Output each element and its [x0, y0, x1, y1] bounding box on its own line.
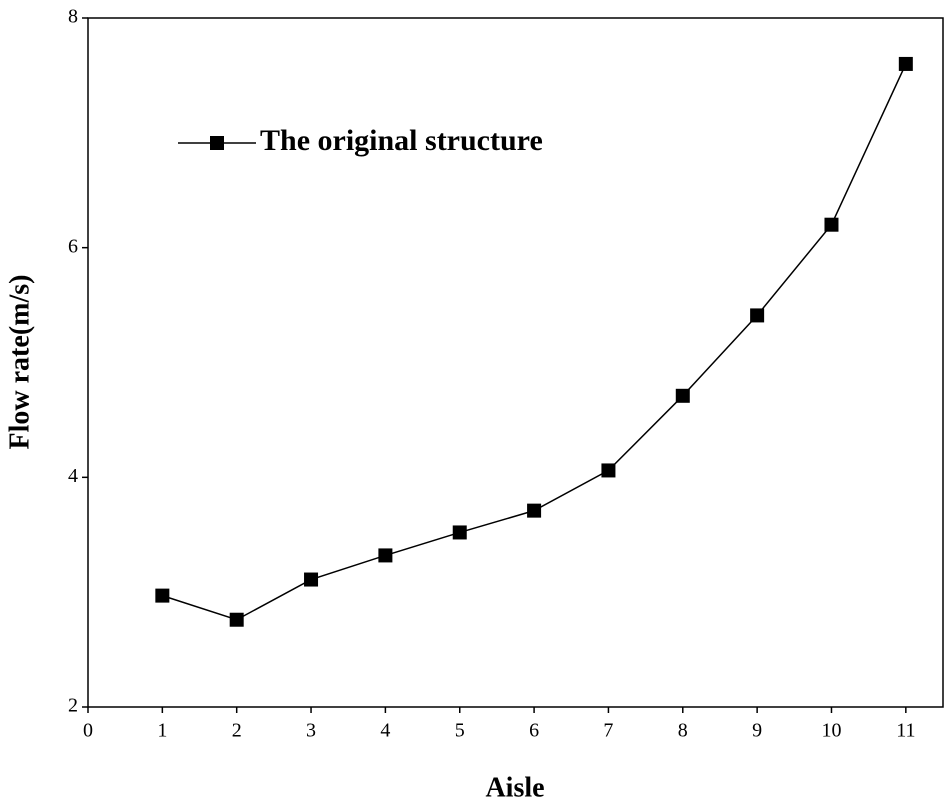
- legend-marker: [210, 136, 224, 150]
- marker: [229, 612, 244, 627]
- x-tick-label: 1: [157, 720, 167, 742]
- y-tick-label: 8: [68, 6, 78, 28]
- x-tick-label: 2: [232, 720, 242, 742]
- x-tick-label: 11: [896, 720, 915, 742]
- marker: [675, 388, 690, 403]
- x-tick-label: 3: [306, 720, 316, 742]
- marker: [452, 525, 467, 540]
- marker: [527, 503, 542, 518]
- marker: [304, 572, 319, 587]
- y-tick-label: 4: [68, 465, 78, 487]
- y-axis-label: Flow rate(m/s): [4, 275, 35, 450]
- legend-label: The original structure: [260, 124, 543, 157]
- marker: [750, 308, 765, 323]
- y-tick-label: 6: [68, 235, 78, 257]
- marker: [601, 463, 616, 478]
- marker: [898, 56, 913, 71]
- x-tick-label: 7: [603, 720, 613, 742]
- x-tick-label: 8: [678, 720, 688, 742]
- x-tick-label: 0: [83, 720, 93, 742]
- x-tick-label: 5: [455, 720, 465, 742]
- marker: [824, 217, 839, 232]
- plot-frame: [87, 17, 944, 708]
- x-tick-label: 10: [821, 720, 841, 742]
- marker: [155, 588, 170, 603]
- x-tick-label: 4: [380, 720, 390, 742]
- x-tick-label: 6: [529, 720, 539, 742]
- x-axis-label: Aisle: [485, 772, 544, 803]
- marker: [378, 548, 393, 563]
- y-tick-label: 2: [68, 695, 78, 717]
- x-tick-label: 9: [752, 720, 762, 742]
